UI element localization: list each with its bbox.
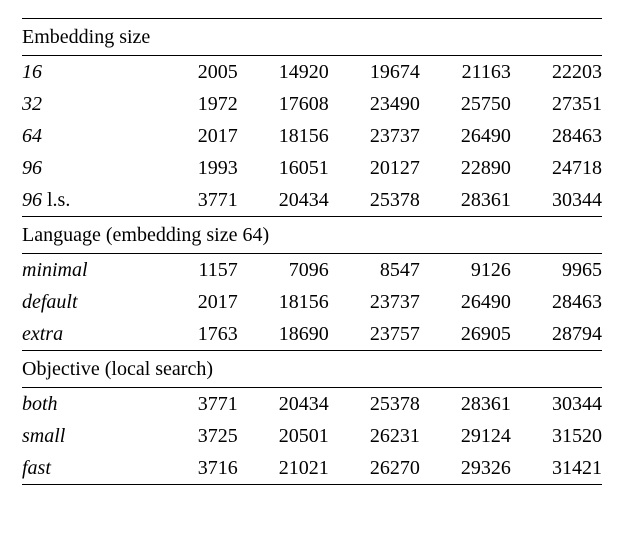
row-label-italic: 96	[22, 189, 42, 211]
row-label-italic: fast	[22, 457, 51, 479]
cell-value: 14920	[238, 56, 329, 89]
cell-value: 3716	[147, 452, 238, 484]
results-table: Embedding size 16 200514920196742116322203…	[22, 18, 602, 485]
cell-value: 20127	[329, 152, 420, 184]
row-label: both	[22, 388, 147, 421]
cell-value: 7096	[238, 254, 329, 287]
row-label-italic: extra	[22, 323, 63, 345]
cell-value: 18690	[238, 318, 329, 351]
row-label-italic: both	[22, 393, 58, 415]
cell-value: 18156	[238, 286, 329, 318]
row-label: fast	[22, 452, 147, 484]
cell-value: 26231	[329, 420, 420, 452]
cell-value: 16051	[238, 152, 329, 184]
results-table-container: Embedding size 16 200514920196742116322203…	[0, 0, 624, 507]
row-label: small	[22, 420, 147, 452]
cell-value: 2005	[147, 56, 238, 89]
cell-value: 31421	[511, 452, 602, 484]
cell-value: 22890	[420, 152, 511, 184]
cell-value: 26490	[420, 120, 511, 152]
cell-value: 2017	[147, 120, 238, 152]
cell-value: 26270	[329, 452, 420, 484]
cell-value: 23490	[329, 88, 420, 120]
row-label-italic: 32	[22, 93, 42, 115]
table-row: fast 371621021262702932631421	[22, 452, 602, 484]
cell-value: 1763	[147, 318, 238, 351]
table-row: 64 201718156237372649028463	[22, 120, 602, 152]
cell-value: 21163	[420, 56, 511, 89]
cell-value: 1993	[147, 152, 238, 184]
row-label: 96	[22, 152, 147, 184]
cell-value: 1972	[147, 88, 238, 120]
cell-value: 29326	[420, 452, 511, 484]
cell-value: 23757	[329, 318, 420, 351]
cell-value: 9126	[420, 254, 511, 287]
cell-value: 28794	[511, 318, 602, 351]
table-row: default 201718156237372649028463	[22, 286, 602, 318]
cell-value: 28463	[511, 120, 602, 152]
cell-value: 3771	[147, 184, 238, 217]
table-row: minimal 11577096854791269965	[22, 254, 602, 287]
row-label: 16	[22, 56, 147, 89]
cell-value: 18156	[238, 120, 329, 152]
bottom-rule	[22, 484, 602, 485]
row-label-italic: small	[22, 425, 65, 447]
cell-value: 23737	[329, 286, 420, 318]
row-label-italic: minimal	[22, 259, 88, 281]
row-label-italic: 64	[22, 125, 42, 147]
row-label: 32	[22, 88, 147, 120]
cell-value: 20434	[238, 388, 329, 421]
cell-value: 30344	[511, 388, 602, 421]
cell-value: 25750	[420, 88, 511, 120]
cell-value: 3771	[147, 388, 238, 421]
cell-value: 28361	[420, 388, 511, 421]
cell-value: 9965	[511, 254, 602, 287]
cell-value: 20501	[238, 420, 329, 452]
row-label-italic: default	[22, 291, 78, 313]
cell-value: 25378	[329, 184, 420, 217]
cell-value: 27351	[511, 88, 602, 120]
table-row: 96 l.s.377120434253782836130344	[22, 184, 602, 217]
cell-value: 29124	[420, 420, 511, 452]
cell-value: 25378	[329, 388, 420, 421]
cell-value: 22203	[511, 56, 602, 89]
row-label: default	[22, 286, 147, 318]
table-row: 96 199316051201272289024718	[22, 152, 602, 184]
table-row: both 377120434253782836130344	[22, 388, 602, 421]
section-heading: Objective (local search)	[22, 351, 602, 388]
row-label-suffix: l.s.	[42, 189, 70, 211]
cell-value: 30344	[511, 184, 602, 217]
cell-value: 19674	[329, 56, 420, 89]
row-label: minimal	[22, 254, 147, 287]
table-row: small 372520501262312912431520	[22, 420, 602, 452]
cell-value: 17608	[238, 88, 329, 120]
row-label: extra	[22, 318, 147, 351]
cell-value: 24718	[511, 152, 602, 184]
cell-value: 26905	[420, 318, 511, 351]
cell-value: 3725	[147, 420, 238, 452]
cell-value: 28361	[420, 184, 511, 217]
cell-value: 26490	[420, 286, 511, 318]
cell-value: 8547	[329, 254, 420, 287]
cell-value: 23737	[329, 120, 420, 152]
cell-value: 28463	[511, 286, 602, 318]
row-label-italic: 16	[22, 61, 42, 83]
cell-value: 1157	[147, 254, 238, 287]
cell-value: 20434	[238, 184, 329, 217]
row-label-italic: 96	[22, 157, 42, 179]
table-row: extra 176318690237572690528794	[22, 318, 602, 351]
section-heading: Language (embedding size 64)	[22, 217, 602, 254]
cell-value: 2017	[147, 286, 238, 318]
table-body: Embedding size 16 200514920196742116322203…	[22, 19, 602, 485]
section-heading: Embedding size	[22, 19, 602, 56]
cell-value: 31520	[511, 420, 602, 452]
row-label: 64	[22, 120, 147, 152]
table-row: 16 200514920196742116322203	[22, 56, 602, 89]
row-label: 96 l.s.	[22, 184, 147, 217]
table-row: 32 197217608234902575027351	[22, 88, 602, 120]
cell-value: 21021	[238, 452, 329, 484]
